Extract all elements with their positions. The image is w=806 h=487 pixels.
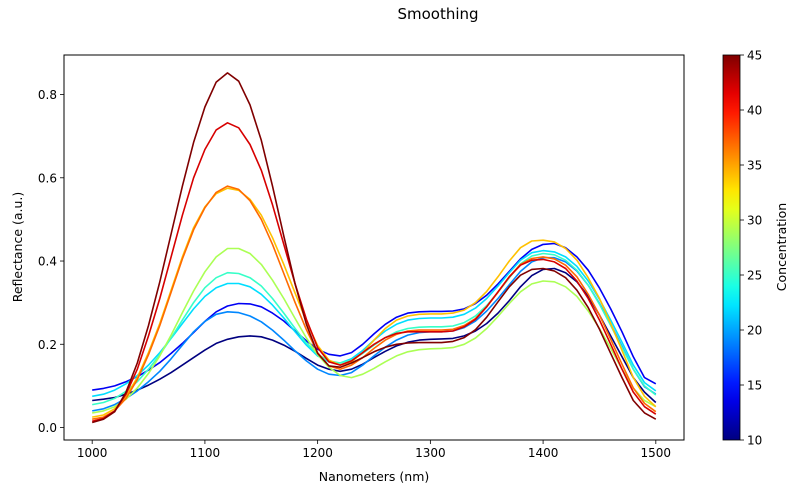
x-tick-label: 1300 — [415, 446, 446, 460]
colorbar-ticks: 10 15 20 25 30 35 40 45 — [740, 49, 762, 448]
colorbar-label: Concentration — [774, 203, 789, 291]
y-tick-label: 0.4 — [38, 255, 57, 269]
chart-title: Smoothing — [397, 5, 478, 23]
x-axis-ticks: 1000 1100 1200 1300 1400 1500 — [77, 440, 671, 460]
x-tick-label: 1200 — [302, 446, 333, 460]
axes-frame — [63, 54, 685, 441]
y-axis-ticks: 0.0 0.2 0.4 0.6 0.8 — [38, 88, 64, 435]
series-line-10 — [92, 267, 657, 404]
colorbar-tick-label: 10 — [747, 434, 762, 448]
colorbar-tick-label: 40 — [747, 104, 762, 118]
x-tick-label: 1500 — [641, 446, 672, 460]
colorbar-tick-label: 20 — [747, 324, 762, 338]
colorbar: 10 15 20 25 30 35 40 45 Concentration — [722, 49, 789, 448]
y-axis-label: Reflectance (a.u.) — [10, 192, 25, 303]
colorbar-gradient — [722, 54, 741, 441]
x-axis-label: Nanometers (nm) — [319, 469, 430, 484]
series-line-29 — [92, 247, 657, 414]
colorbar-tick-label: 15 — [747, 379, 762, 393]
colorbar-tick-label: 45 — [747, 49, 762, 63]
series-line-19 — [92, 256, 657, 412]
plot-area: 1000 1100 1200 1300 1400 1500 0.0 0.2 0.4 0.6 0.8 — [38, 54, 685, 460]
series-line-37 — [92, 185, 657, 420]
x-tick-label: 1100 — [190, 446, 221, 460]
x-tick-label: 1000 — [77, 446, 108, 460]
series-layer — [91, 72, 657, 424]
y-tick-label: 0.2 — [38, 338, 57, 352]
colorbar-tick-label: 25 — [747, 269, 762, 283]
series-line-45 — [91, 72, 657, 424]
x-tick-label: 1400 — [528, 446, 559, 460]
series-line-42 — [92, 122, 657, 423]
y-tick-label: 0.8 — [38, 88, 57, 102]
y-tick-label: 0.6 — [38, 171, 57, 185]
y-tick-label: 0.0 — [38, 421, 57, 435]
colorbar-tick-label: 35 — [747, 159, 762, 173]
colorbar-tick-label: 30 — [747, 214, 762, 228]
